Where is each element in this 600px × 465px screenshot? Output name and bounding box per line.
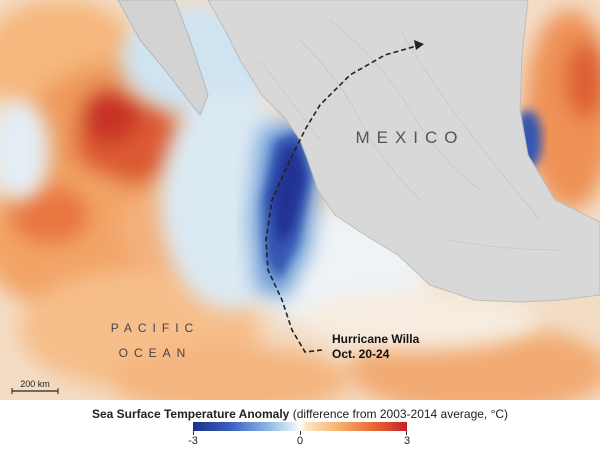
- scale-bar: 200 km: [11, 379, 59, 394]
- legend-title-main: Sea Surface Temperature Anomaly: [91, 407, 290, 421]
- hurricane-track: [265, 44, 421, 353]
- pacific-label: PACIFIC: [111, 321, 199, 335]
- mexico-label: MEXICO: [355, 128, 464, 147]
- terrain-shading: [259, 19, 561, 251]
- baja-california: [117, 0, 209, 116]
- tick-min: [193, 431, 194, 435]
- ocean-label: OCEAN: [119, 346, 192, 360]
- sst-anomaly-map: MEXICO PACIFIC OCEAN Hurricane Willa Oct…: [0, 0, 600, 400]
- legend-mid-label: 0: [296, 435, 304, 447]
- track-arrowhead: [414, 40, 424, 50]
- legend-max-label: 3: [403, 435, 411, 447]
- legend: Sea Surface Temperature Anomaly (differe…: [0, 400, 600, 465]
- legend-title-detail: (difference from 2003-2014 average, °C): [289, 407, 509, 421]
- hurricane-label-name: Hurricane Willa: [332, 332, 420, 346]
- scale-label: 200 km: [20, 379, 50, 389]
- legend-min-label: -3: [188, 435, 198, 447]
- tick-mid: [300, 431, 301, 435]
- mexico-landmass: [207, 0, 600, 303]
- hurricane-label-dates: Oct. 20-24: [332, 347, 390, 361]
- legend-colorbar: [193, 422, 407, 431]
- tick-max: [406, 431, 407, 435]
- legend-title: Sea Surface Temperature Anomaly (differe…: [0, 407, 600, 421]
